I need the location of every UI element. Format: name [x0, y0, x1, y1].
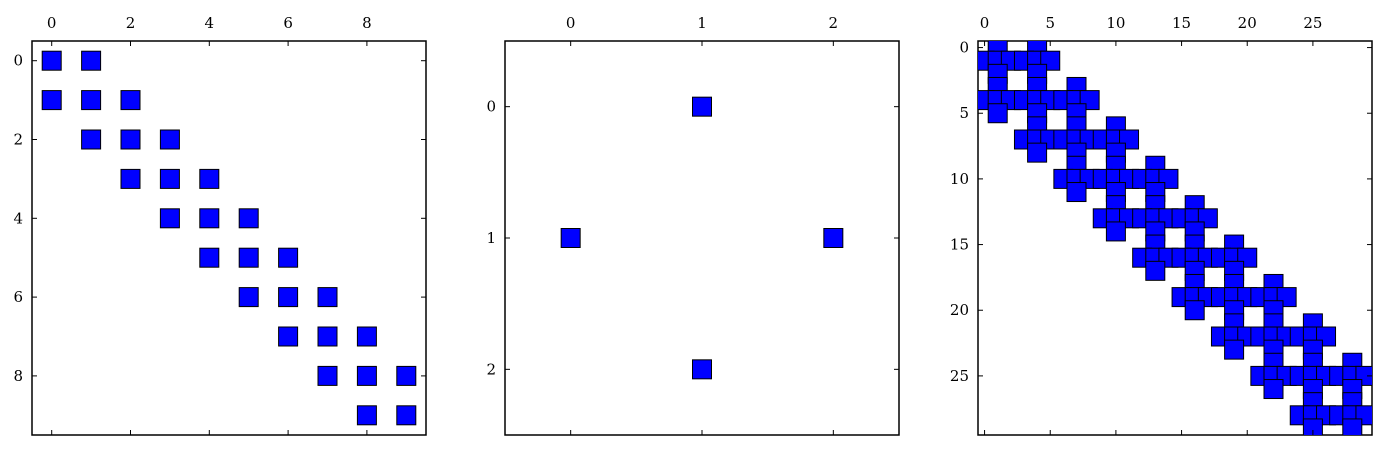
nonzero-marker [1105, 221, 1126, 242]
nonzero-marker [560, 228, 581, 248]
nonzero-marker [81, 90, 102, 111]
nonzero-marker [396, 365, 417, 386]
nonzero-marker [356, 365, 377, 386]
nonzero-marker [120, 129, 141, 150]
nonzero-marker [41, 50, 62, 71]
nonzero-marker [317, 287, 338, 308]
nonzero-marker [692, 96, 712, 117]
nonzero-marker [823, 228, 844, 248]
nonzero-marker [238, 287, 259, 308]
nonzero-marker [120, 168, 141, 189]
nonzero-marker [159, 208, 180, 229]
spy-plot-30x30: 0 5 10 15 20 25 0 5 10 15 20 25 [950, 14, 1373, 436]
nonzero-marker [199, 247, 220, 268]
nonzero-marker [81, 129, 102, 150]
y-tick-label: 6 [13, 288, 23, 306]
x-tick-label: 15 [1172, 14, 1191, 32]
nonzero-marker [1066, 182, 1087, 203]
spy-plot-3x3: 0 1 2 0 1 2 [486, 14, 900, 436]
markers [41, 50, 417, 426]
nonzero-marker [317, 326, 338, 347]
x-tick-label: 6 [283, 14, 293, 32]
nonzero-marker [1224, 339, 1245, 360]
y-tick-label: 15 [950, 236, 969, 254]
y-tick-label: 2 [486, 360, 496, 378]
x-tick-label: 0 [566, 14, 576, 32]
y-tick-label: 0 [959, 39, 969, 57]
y-tick-label: 10 [950, 170, 969, 188]
y-tick-label: 5 [959, 104, 969, 122]
nonzero-marker [1263, 379, 1284, 400]
x-tick-label: 10 [1106, 14, 1125, 32]
nonzero-marker [987, 103, 1008, 124]
nonzero-marker [356, 405, 377, 426]
nonzero-marker [278, 247, 299, 268]
nonzero-marker [238, 247, 259, 268]
y-tick-label: 25 [950, 367, 969, 385]
nonzero-marker [317, 365, 338, 386]
x-tick-label: 4 [205, 14, 215, 32]
nonzero-marker [692, 359, 712, 380]
nonzero-marker [1027, 142, 1048, 163]
nonzero-marker [41, 90, 62, 111]
y-tick-label: 0 [486, 98, 496, 116]
nonzero-marker [238, 208, 259, 229]
x-tick-label: 5 [1045, 14, 1055, 32]
nonzero-marker [199, 208, 220, 229]
nonzero-marker [199, 168, 220, 189]
nonzero-marker [356, 326, 377, 347]
nonzero-marker [120, 90, 141, 111]
nonzero-marker [1145, 260, 1166, 281]
nonzero-marker [1184, 300, 1205, 321]
x-tick-label: 1 [697, 14, 707, 32]
spy-plot-tridiagonal: 0 2 4 6 8 0 2 4 6 8 [13, 14, 427, 436]
x-tick-label: 8 [362, 14, 372, 32]
x-tick-label: 0 [980, 14, 990, 32]
x-tick-label: 20 [1238, 14, 1257, 32]
x-tick-label: 2 [126, 14, 136, 32]
x-tick-label: 0 [47, 14, 57, 32]
y-tick-label: 0 [13, 52, 23, 70]
markers [560, 96, 844, 380]
nonzero-marker [1302, 418, 1323, 435]
y-tick-label: 4 [13, 209, 23, 227]
x-tick-label: 2 [829, 14, 839, 32]
x-tick-label: 25 [1303, 14, 1322, 32]
nonzero-marker [81, 50, 102, 71]
nonzero-marker [1342, 418, 1363, 435]
markers [978, 41, 1372, 435]
y-tick-label: 2 [13, 131, 23, 149]
nonzero-marker [278, 326, 299, 347]
y-tick-label: 20 [950, 301, 969, 319]
y-tick-label: 1 [486, 229, 496, 247]
y-tick-label: 8 [13, 367, 23, 385]
nonzero-marker [278, 287, 299, 308]
nonzero-marker [159, 168, 180, 189]
nonzero-marker [396, 405, 417, 426]
nonzero-marker [159, 129, 180, 150]
